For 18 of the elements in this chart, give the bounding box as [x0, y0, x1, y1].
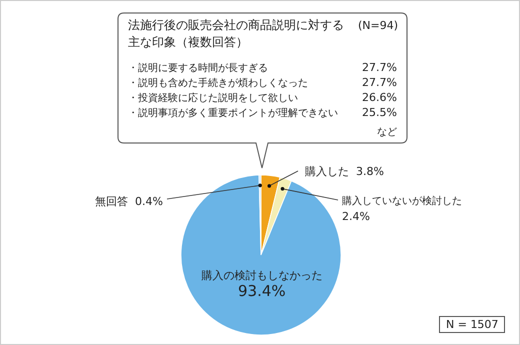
text: ・説明も含めた手続きが煩わしくなった: [128, 76, 308, 90]
text: ・説明事項が多く重要ポイントが理解できない: [128, 106, 338, 120]
data-label: 2.4%: [342, 210, 370, 223]
slice-label: 購入の検討もしなかった: [202, 268, 322, 283]
slice-label: 購入していないが検討した: [342, 194, 462, 208]
text: 25.5%: [362, 106, 397, 119]
text: 26.6%: [362, 91, 397, 104]
text: N = 1507: [439, 316, 506, 333]
slice-label: 無回答 0.4%: [95, 194, 163, 209]
text: 27.7%: [362, 61, 397, 74]
text: 27.7%: [362, 76, 397, 89]
data-label: 93.4%: [238, 282, 286, 300]
slice-label: 購入した 3.8%: [305, 164, 384, 179]
text: (N=94): [358, 19, 398, 32]
text: ・投資経験に応じた説明をして欲しい: [128, 92, 298, 105]
text: など: [377, 126, 397, 139]
text: ・説明に要する時間が長すぎる: [128, 62, 268, 75]
text: 法施行後の販売会社の商品説明に対する主な印象（複数回答）: [128, 17, 345, 51]
